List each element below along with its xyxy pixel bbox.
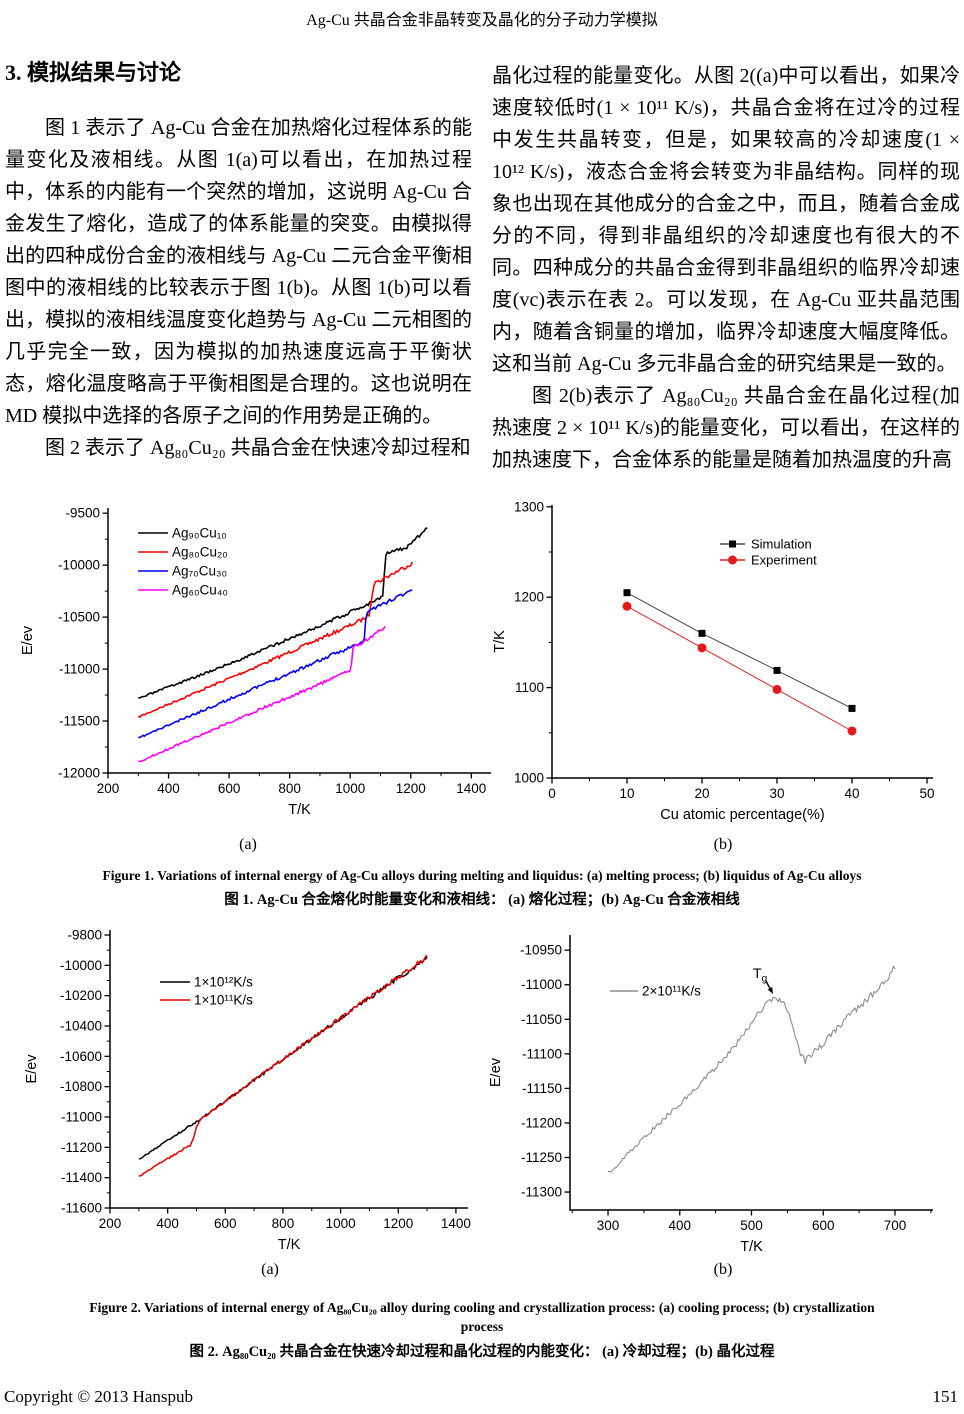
svg-text:1400: 1400 — [456, 781, 486, 796]
svg-text:1×10¹¹K/s: 1×10¹¹K/s — [194, 993, 253, 1008]
svg-text:1200: 1200 — [383, 1216, 413, 1231]
footer-copyright: Copyright © 2013 Hanspub — [4, 1387, 194, 1406]
svg-text:Simulation: Simulation — [751, 537, 812, 552]
svg-text:2×10¹¹K/s: 2×10¹¹K/s — [642, 984, 701, 999]
svg-text:-9800: -9800 — [67, 928, 102, 943]
svg-text:40: 40 — [844, 786, 859, 801]
svg-text:E/ev: E/ev — [20, 625, 36, 655]
svg-text:-12000: -12000 — [58, 766, 100, 781]
figure1-chart-liquidus: 0 10 20 30 40 50 1000 1100 1200 1300 Cu atomic per… — [490, 500, 952, 860]
svg-text:T/K: T/K — [288, 802, 311, 818]
paragraph: 晶化过程的能量变化。从图 2((a)中可以看出，如果冷速度较低时(1 × 10¹… — [492, 65, 960, 375]
paragraph: 图 1 表示了 Ag-Cu 合金在加热熔化过程体系的能量变化及液相线。从图 1(… — [5, 117, 472, 427]
svg-text:T/K: T/K — [278, 1237, 301, 1253]
svg-text:-11400: -11400 — [61, 1170, 102, 1185]
svg-text:-11050: -11050 — [521, 1012, 562, 1027]
figure1-caption-zh: 图 1. Ag-Cu 合金熔化时能量变化和液相线： (a) 熔化过程；(b) A… — [224, 892, 740, 908]
svg-text:T/K: T/K — [740, 1239, 763, 1255]
svg-text:-10200: -10200 — [60, 988, 102, 1003]
svg-text:-11000: -11000 — [61, 1110, 102, 1125]
figure2-caption-en-line1: Figure 2. Variations of internal energy … — [89, 1300, 875, 1315]
figure2-chart-crystallization: 300 400 500 600 700 -11300 -11250 -11200 -11150 -… — [490, 925, 950, 1255]
svg-text:Tg: Tg — [753, 965, 767, 985]
svg-text:1400: 1400 — [441, 1216, 471, 1231]
svg-text:-9500: -9500 — [65, 506, 100, 521]
svg-text:-10400: -10400 — [60, 1019, 102, 1034]
svg-text:800: 800 — [278, 781, 301, 796]
svg-text:-11250: -11250 — [521, 1150, 562, 1165]
figure2-sublabel-a: (a) — [261, 1261, 279, 1278]
figure1-chart-melting: 200 400 600 800 1000 1200 1400 -12000 -11500 -110… — [20, 505, 492, 860]
svg-text:Ag₆₀Cu₄₀: Ag₆₀Cu₄₀ — [172, 583, 228, 598]
svg-text:-11150: -11150 — [522, 1081, 562, 1096]
svg-text:1200: 1200 — [514, 590, 544, 605]
svg-text:-10000: -10000 — [58, 558, 100, 573]
page-header-title: Ag-Cu 共晶合金非晶转变及晶化的分子动力学模拟 — [306, 12, 658, 29]
figure2-caption-zh: 图 2. Ag₈₀Cu₂₀ 共晶合金在快速冷却过程和晶化过程的内能变化： (a)… — [189, 1344, 775, 1360]
svg-text:600: 600 — [218, 781, 241, 796]
figure2-caption-en-line2: process — [460, 1319, 504, 1334]
section-heading: 3. 模拟结果与讨论 — [5, 60, 182, 85]
svg-text:200: 200 — [97, 781, 120, 796]
svg-text:-11200: -11200 — [521, 1115, 562, 1130]
svg-text:300: 300 — [597, 1218, 620, 1233]
paragraph: 图 2(b)表示了 Ag₈₀Cu₂₀ 共晶合金在晶化过程(加热速度 2 × 10… — [492, 385, 960, 471]
svg-text:50: 50 — [919, 786, 934, 801]
svg-text:400: 400 — [156, 1216, 179, 1231]
svg-text:Experiment: Experiment — [751, 553, 817, 568]
figure1-caption-en: Figure 1. Variations of internal energy … — [102, 868, 862, 883]
svg-text:1×10¹²K/s: 1×10¹²K/s — [194, 975, 253, 990]
svg-text:-11300: -11300 — [521, 1185, 562, 1200]
svg-text:1100: 1100 — [515, 680, 544, 695]
svg-text:-11100: -11100 — [522, 1046, 562, 1061]
svg-text:-11200: -11200 — [61, 1140, 102, 1155]
svg-text:1000: 1000 — [335, 781, 365, 796]
svg-text:1000: 1000 — [514, 771, 544, 786]
svg-text:400: 400 — [668, 1218, 691, 1233]
svg-text:Ag₈₀Cu₂₀: Ag₈₀Cu₂₀ — [172, 545, 228, 560]
svg-text:-11500: -11500 — [59, 714, 100, 729]
svg-text:800: 800 — [272, 1216, 295, 1231]
svg-text:1000: 1000 — [326, 1216, 356, 1231]
svg-text:-10000: -10000 — [60, 958, 102, 973]
svg-text:10: 10 — [619, 786, 634, 801]
figure1-sublabel-a: (a) — [239, 836, 257, 853]
page-number: 151 — [932, 1387, 959, 1406]
svg-text:-11000: -11000 — [521, 977, 562, 992]
svg-text:600: 600 — [812, 1218, 835, 1233]
body-column-right: 晶化过程的能量变化。从图 2((a)中可以看出，如果冷速度较低时(1 × 10¹… — [492, 60, 960, 476]
paragraph: 图 2 表示了 Ag₈₀Cu₂₀ 共晶合金在快速冷却过程和 — [45, 437, 471, 459]
svg-text:-10500: -10500 — [58, 610, 100, 625]
svg-text:500: 500 — [740, 1218, 763, 1233]
figure2-sublabel-b: (b) — [713, 1261, 733, 1278]
svg-text:600: 600 — [214, 1216, 237, 1231]
svg-text:E/ev: E/ev — [24, 1054, 40, 1084]
svg-text:30: 30 — [769, 786, 784, 801]
svg-text:700: 700 — [884, 1218, 907, 1233]
figure2-chart-cooling: 200 400 600 800 1000 1200 1400 -11600 -11400 -112… — [20, 925, 480, 1255]
svg-text:1300: 1300 — [514, 500, 544, 514]
svg-text:T/K: T/K — [492, 630, 508, 653]
svg-text:Ag₉₀Cu₁₀: Ag₉₀Cu₁₀ — [172, 526, 227, 541]
svg-text:200: 200 — [99, 1216, 122, 1231]
svg-text:0: 0 — [548, 786, 556, 801]
svg-text:1200: 1200 — [396, 781, 426, 796]
figure1-sublabel-b: (b) — [713, 836, 733, 853]
svg-text:400: 400 — [157, 781, 180, 796]
svg-text:-10600: -10600 — [60, 1049, 102, 1064]
svg-text:-10950: -10950 — [520, 943, 562, 958]
svg-text:Cu atomic percentage(%): Cu atomic percentage(%) — [660, 807, 824, 823]
svg-text:-10800: -10800 — [60, 1079, 102, 1094]
svg-text:-11600: -11600 — [61, 1201, 102, 1216]
svg-text:20: 20 — [694, 786, 709, 801]
svg-text:E/ev: E/ev — [490, 1057, 504, 1087]
svg-text:Ag₇₀Cu₃₀: Ag₇₀Cu₃₀ — [172, 564, 227, 579]
svg-text:-11000: -11000 — [59, 662, 100, 677]
body-column-left: 图 1 表示了 Ag-Cu 合金在加热熔化过程体系的能量变化及液相线。从图 1(… — [5, 112, 472, 464]
